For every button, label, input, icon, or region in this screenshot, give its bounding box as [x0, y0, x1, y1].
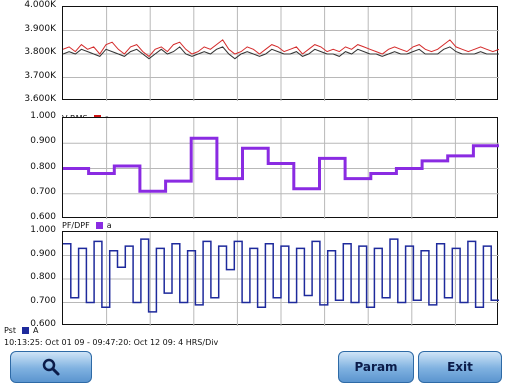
pf-legend: PF/DPF a — [62, 221, 112, 231]
freq-trace-0 — [63, 39, 499, 58]
vrms-y-tick-label: 0.800 — [30, 161, 56, 172]
pf-y-tick-label: 0.600 — [30, 319, 56, 329]
exit-button[interactable]: Exit — [418, 351, 502, 383]
pf-y-tick-label: 0.900 — [30, 248, 56, 259]
freq-y-tick-label: 3.700K — [24, 70, 56, 81]
pst-legend: Pst A — [4, 326, 38, 336]
freq-y-tick-label: 3.600K — [24, 94, 56, 104]
magnifier-icon — [42, 358, 60, 376]
zoom-button[interactable] — [10, 351, 92, 383]
pf-trace-0 — [63, 238, 499, 313]
pf-legend-item: a — [106, 221, 112, 230]
vrms-trend-panel — [62, 117, 499, 219]
frequency-trend-panel — [62, 6, 499, 101]
pf-y-tick-label: 0.700 — [30, 295, 56, 306]
pst-legend-swatch — [22, 327, 29, 334]
vrms-trend-plot — [63, 118, 499, 219]
pf-legend-swatch — [95, 222, 103, 229]
pst-legend-label: Pst — [4, 326, 16, 335]
pst-legend-item: A — [33, 326, 39, 335]
freq-y-tick-label: 3.800K — [24, 47, 56, 57]
vrms-y-tick-label: 1.000 — [30, 111, 56, 121]
freq-y-tick-label: 4.000K — [24, 0, 56, 10]
vrms-y-tick-label: 0.700 — [30, 186, 56, 197]
freq-y-tick-label: 3.900K — [24, 23, 56, 34]
pf-legend-label: PF/DPF — [62, 221, 90, 230]
pf-trend-panel — [62, 231, 499, 326]
time-range-readout: 10:13:25: Oct 01 09 - 09:47:20: Oct 12 0… — [4, 338, 219, 347]
vrms-y-tick-label: 0.600 — [30, 212, 56, 222]
frequency-trend-plot — [63, 7, 499, 101]
pf-y-tick-label: 0.800 — [30, 272, 56, 282]
pf-y-tick-label: 1.000 — [30, 225, 56, 235]
vrms-y-tick-label: 0.900 — [30, 136, 56, 147]
param-button[interactable]: Param — [338, 351, 414, 383]
vrms-trace-0 — [63, 136, 499, 193]
pf-trend-plot — [63, 232, 499, 326]
freq-trace-1 — [63, 46, 499, 60]
